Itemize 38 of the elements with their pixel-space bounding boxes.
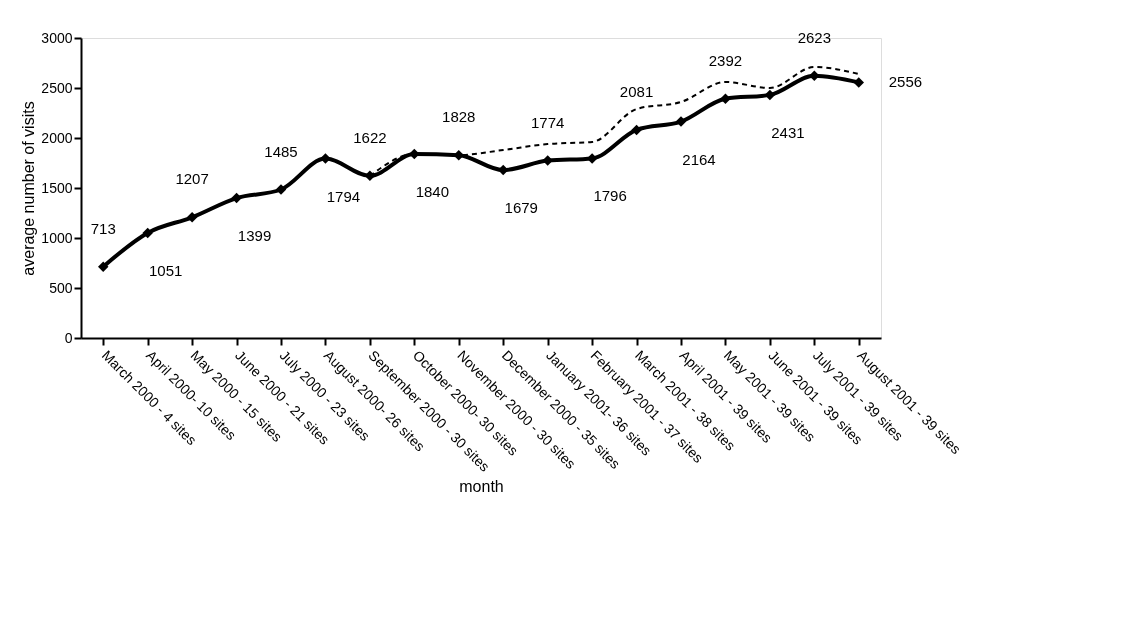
point bbox=[720, 93, 731, 105]
data-label: 1794 bbox=[326, 187, 361, 205]
point bbox=[231, 192, 242, 204]
point bbox=[275, 184, 287, 195]
data-label: 1840 bbox=[415, 183, 450, 200]
point bbox=[186, 212, 198, 223]
data-label: 1399 bbox=[237, 227, 272, 245]
y-tick-label: 500 bbox=[49, 279, 73, 296]
point bbox=[853, 77, 865, 88]
data-label: 1051 bbox=[148, 261, 183, 279]
point bbox=[320, 153, 331, 164]
point bbox=[142, 227, 153, 239]
data-label: 1774 bbox=[530, 113, 565, 131]
point bbox=[675, 116, 687, 127]
x-axis-title: month bbox=[459, 477, 504, 495]
y-tick-label: 2500 bbox=[41, 79, 73, 96]
data-label: 1485 bbox=[264, 142, 298, 160]
y-tick-label: 2000 bbox=[41, 129, 73, 146]
point bbox=[97, 261, 109, 272]
data-label: 2164 bbox=[682, 150, 716, 168]
data-label: 2392 bbox=[708, 51, 743, 69]
data-label: 2556 bbox=[888, 73, 923, 91]
y-tick-label: 1000 bbox=[41, 229, 73, 246]
y-tick-label: 1500 bbox=[41, 179, 73, 196]
y-tick-label: 3000 bbox=[41, 29, 73, 46]
data-label: 1207 bbox=[175, 170, 209, 188]
data-label: 1622 bbox=[353, 128, 387, 146]
y-tick-label: 0 bbox=[64, 329, 73, 346]
data-label: 1679 bbox=[504, 199, 538, 217]
point bbox=[631, 124, 642, 136]
data-label: 2623 bbox=[797, 28, 832, 46]
data-label: 2431 bbox=[771, 123, 805, 141]
point bbox=[764, 89, 776, 101]
data-label: 713 bbox=[90, 219, 116, 237]
data-label: 1796 bbox=[593, 187, 627, 205]
y-axis-title: average number of visits bbox=[20, 101, 38, 276]
data-label: 1828 bbox=[442, 108, 476, 126]
data-label: 2081 bbox=[619, 82, 654, 100]
